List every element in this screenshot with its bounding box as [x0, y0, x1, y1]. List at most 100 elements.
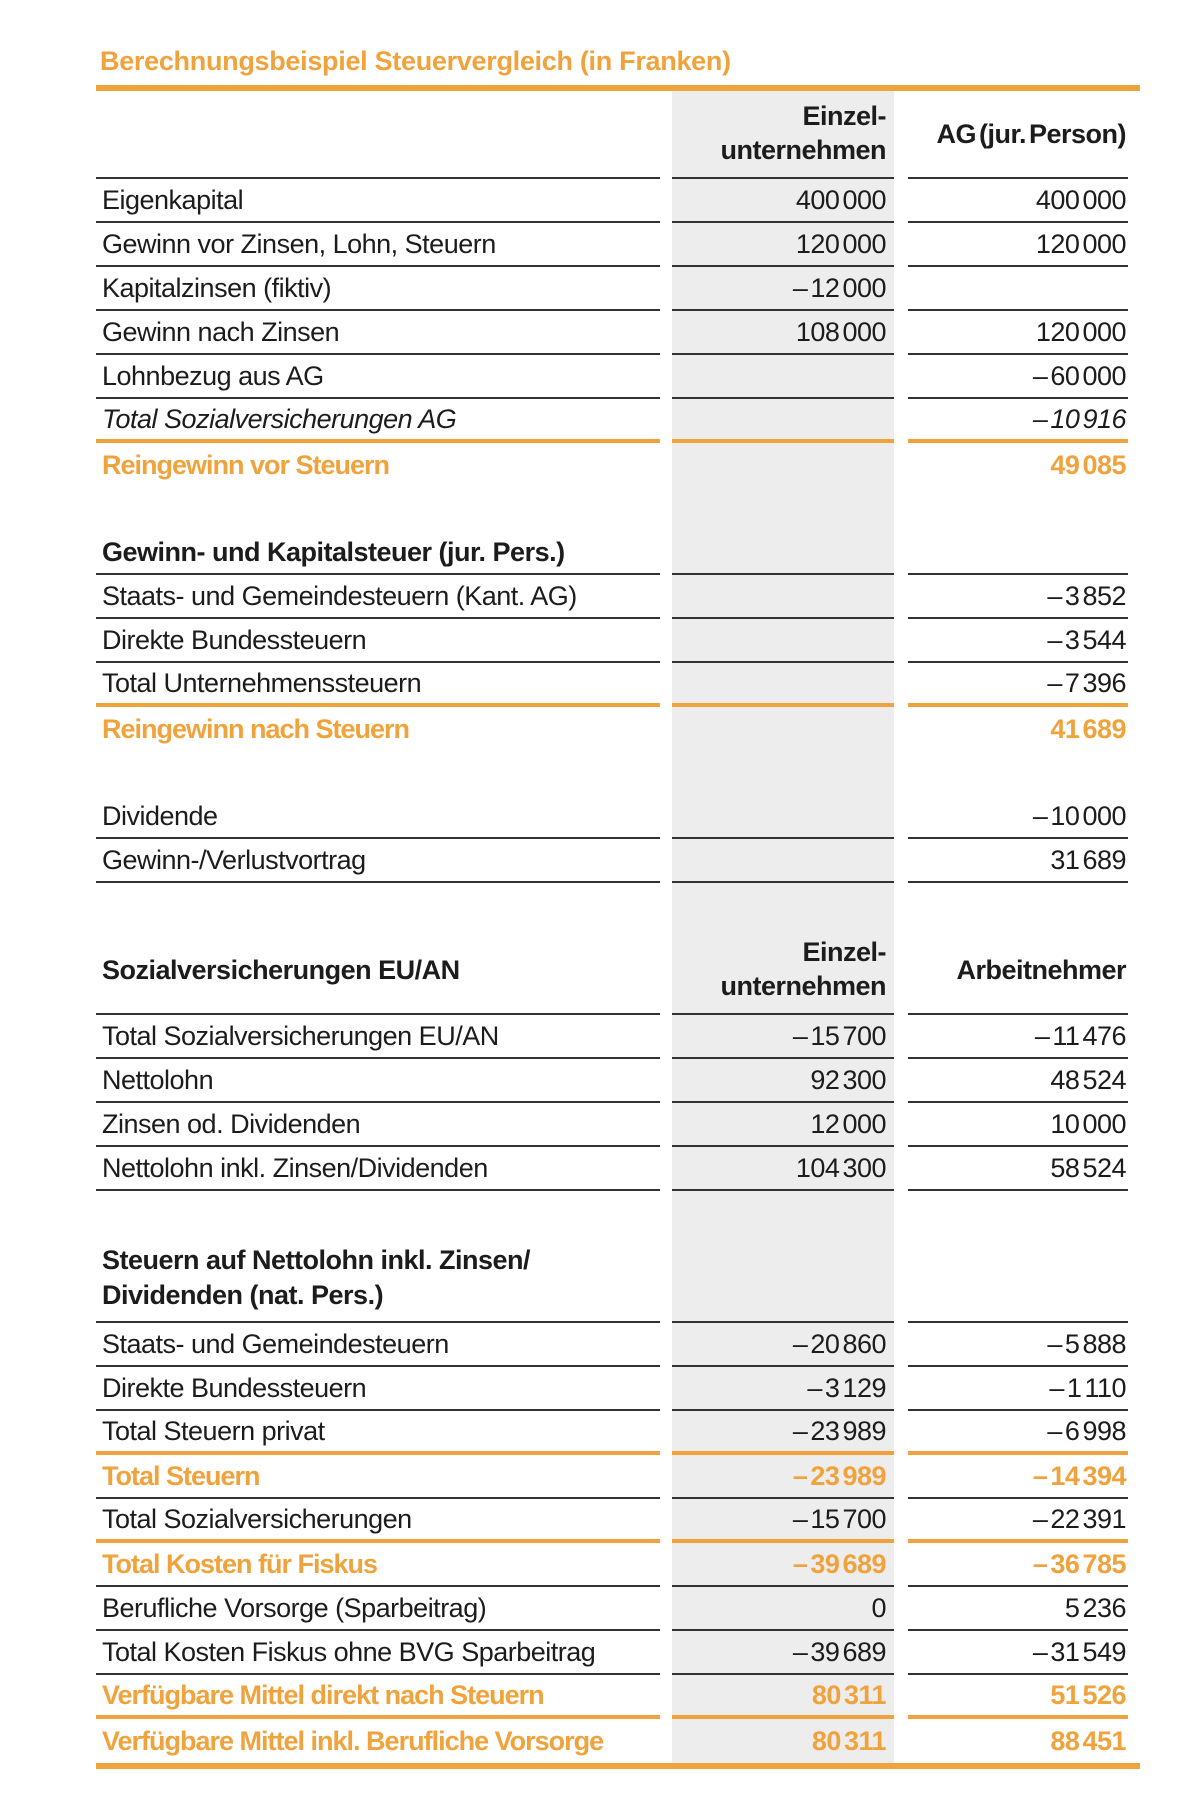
value-arbeitnehmer: 51 526 [908, 1675, 1128, 1719]
page-title: Berechnungsbeispiel Steuervergleich (in … [100, 46, 731, 76]
column-gap [894, 1411, 908, 1455]
column-gap [660, 575, 672, 619]
column-gap [660, 91, 672, 179]
value-einzelunternehmen [672, 839, 894, 883]
value-ag-person: – 10 000 [908, 795, 1128, 839]
section-header-label: Steuern auf Nettolohn inkl. Zinsen/Divid… [96, 1235, 660, 1323]
row-label: Gewinn vor Zinsen, Lohn, Steuern [96, 223, 660, 267]
table-row: Gewinn nach Zinsen 108 000 120 000 [96, 311, 1128, 355]
column-gap [894, 487, 908, 531]
column-gap [660, 927, 672, 1015]
spacer-right-area [908, 751, 1128, 795]
row-label: Gewinn-/Verlustvortrag [96, 839, 660, 883]
column-gap [660, 487, 672, 531]
value-arbeitnehmer: – 36 785 [908, 1543, 1128, 1587]
row-label: Staats- und Gemeindesteuern [96, 1323, 660, 1367]
table-row: Staats- und Gemeindesteuern (Kant. AG) – … [96, 575, 1128, 619]
column-gap [894, 707, 908, 751]
table-row: Kapitalzinsen (fiktiv) – 12 000 [96, 267, 1128, 311]
row-label: Total Kosten für Fiskus [96, 1543, 660, 1587]
column-gap [894, 1059, 908, 1103]
table-row: Total Kosten für Fiskus – 39 689 – 36 785 [96, 1543, 1128, 1587]
value-einzelunternehmen [672, 795, 894, 839]
table-row: Total Sozialversicherungen EU/AN – 15 700… [96, 1015, 1128, 1059]
column-gap [894, 1587, 908, 1631]
spacer-label-area [96, 751, 660, 795]
table-row: Berufliche Vorsorge (Sparbeitrag) 0 5 236 [96, 1587, 1128, 1631]
value-ag-person: 49 085 [1050, 449, 1126, 480]
column-gap [894, 1323, 908, 1367]
column-gap [894, 663, 908, 707]
column-gap [660, 1675, 672, 1719]
row-label: Total Sozialversicherungen AG [96, 399, 660, 443]
column-gap [660, 311, 672, 355]
column-gap [660, 1235, 672, 1323]
value-einzelunternehmen: 0 [672, 1587, 894, 1631]
text-line: Steuern auf Nettolohn inkl. Zinsen/ [102, 1244, 531, 1275]
column-gap [894, 751, 908, 795]
section-header-label [96, 91, 660, 179]
column-gap [660, 531, 672, 575]
column-gap [660, 663, 672, 707]
table-row: Direkte Bundessteuern – 3 544 [96, 619, 1128, 663]
value-einzelunternehmen: 80 311 [672, 1675, 894, 1719]
table-row: Eigenkapital 400 000 400 000 [96, 179, 1128, 223]
section-spacer [96, 883, 1128, 927]
table-row: Dividende – 10 000 [96, 795, 1128, 839]
value-ag-person [908, 267, 1128, 311]
column-header-einzelunternehmen [672, 1235, 894, 1323]
table-row: Nettolohn inkl. Zinsen/Dividenden 104 300… [96, 1147, 1128, 1191]
column-gap [660, 1367, 672, 1411]
value-einzelunternehmen [672, 399, 894, 443]
column-gap [894, 1543, 908, 1587]
value-arbeitnehmer: 58 524 [908, 1147, 1128, 1191]
value-einzelunternehmen: 104 300 [672, 1147, 894, 1191]
value-ag-person: 41 689 [1050, 713, 1126, 744]
column-gap [660, 707, 672, 751]
value-einzelunternehmen [672, 575, 894, 619]
value-einzelunternehmen: – 23 989 [672, 1455, 894, 1499]
column-gap [894, 839, 908, 883]
row-label: Total Kosten Fiskus ohne BVG Sparbeitrag [96, 1631, 660, 1675]
column-header-ag-person: AG (jur. Person) [908, 91, 1128, 179]
value-ag-person: – 60 000 [908, 355, 1128, 399]
value-einzelunternehmen: – 23 989 [672, 1411, 894, 1455]
value-einzelunternehmen: – 39 689 [672, 1543, 894, 1587]
section-header-row: Steuern auf Nettolohn inkl. Zinsen/Divid… [96, 1235, 1128, 1323]
row-label: Berufliche Vorsorge (Sparbeitrag) [96, 1587, 660, 1631]
value-ag-person: – 3 544 [908, 619, 1128, 663]
row-label: Total Sozialversicherungen EU/AN [96, 1015, 660, 1059]
value-einzelunternehmen [672, 619, 894, 663]
value-arbeitnehmer: – 22 391 [908, 1499, 1128, 1543]
einzelunternehmen-column-band [672, 883, 894, 927]
section-header-row: Sozialversicherungen EU/AN Einzel-unterne… [96, 927, 1128, 1015]
value-arbeitnehmer: – 14 394 [908, 1455, 1128, 1499]
einzelunternehmen-column-band [672, 1191, 894, 1235]
column-gap [894, 1147, 908, 1191]
column-header-arbeitnehmer [908, 1235, 1128, 1323]
row-label: Staats- und Gemeindesteuern (Kant. AG) [96, 575, 660, 619]
column-gap [660, 399, 672, 443]
table-row: Total Kosten Fiskus ohne BVG Sparbeitrag… [96, 1631, 1128, 1675]
column-gap [894, 927, 908, 1015]
row-label: Eigenkapital [96, 179, 660, 223]
table-row: Verfügbare Mittel direkt nach Steuern 80 … [96, 1675, 1128, 1719]
section-header-row: Einzel-unternehmen AG (jur. Person) [96, 91, 1128, 179]
value-ag-person: 31 689 [908, 839, 1128, 883]
row-label: Nettolohn inkl. Zinsen/Dividenden [96, 1147, 660, 1191]
column-gap [894, 883, 908, 927]
value-arbeitnehmer: – 1 110 [908, 1367, 1128, 1411]
einzelunternehmen-column-band [672, 487, 894, 531]
column-gap [894, 223, 908, 267]
column-gap [660, 1719, 672, 1763]
column-gap [660, 179, 672, 223]
row-label: Total Sozialversicherungen [96, 1499, 660, 1543]
column-gap [894, 619, 908, 663]
value-einzelunternehmen: – 12 000 [672, 267, 894, 311]
column-gap [894, 1191, 908, 1235]
column-gap [660, 1543, 672, 1587]
row-label: Lohnbezug aus AG [96, 355, 660, 399]
table-row: Direkte Bundessteuern – 3 129 – 1 110 [96, 1367, 1128, 1411]
table-row: Lohnbezug aus AG – 60 000 [96, 355, 1128, 399]
